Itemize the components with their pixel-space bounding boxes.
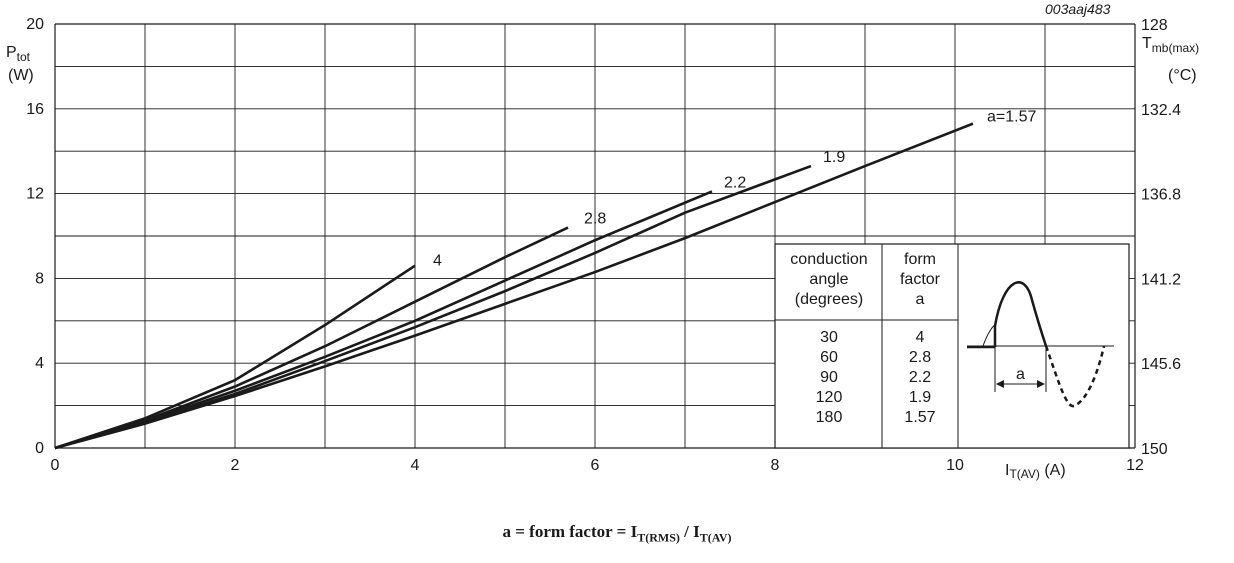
y-right-axis-unit: (°C) — [1168, 67, 1197, 84]
table-cell: 2.8 — [909, 349, 931, 366]
y-right-tick-label: 136.8 — [1141, 187, 1181, 204]
y-left-axis-unit: (W) — [8, 67, 34, 84]
table-header-text: angle — [809, 271, 848, 288]
tick-labels: 0 2 4 6 8 10 12048121620150145.6141.2136.8132.… — [26, 16, 1181, 474]
formula-num: I — [630, 522, 638, 541]
x-tick-label: 0 — [51, 457, 60, 474]
waveform-positive-half — [993, 281, 1048, 347]
series-labels: 4 2.8 2.2 1.9 a=1.57 — [433, 109, 1036, 270]
y-left-axis-label: Ptot — [6, 44, 31, 64]
figure-code: 003aaj483 — [1045, 1, 1111, 17]
waveform-arrow-right-head — [1037, 380, 1045, 388]
series-label: 4 — [433, 253, 442, 270]
series-line — [54, 190, 713, 450]
table-header-text: factor — [900, 271, 941, 288]
table-cell: 2.2 — [909, 369, 931, 386]
x-tick-label: 12 — [1126, 457, 1144, 474]
x-tick-label: 2 — [231, 457, 240, 474]
inset-text: conduction angle (degrees) form factor a 30 4 60… — [790, 251, 940, 426]
table-header-text: a — [916, 291, 925, 308]
y-right-tick-label: 132.4 — [1141, 102, 1181, 119]
table-cell: 30 — [820, 329, 838, 346]
series-line — [54, 264, 416, 450]
formula-sep: / — [679, 522, 694, 541]
y-right-tick-label: 150 — [1141, 441, 1168, 458]
waveform-diagram — [967, 281, 1114, 408]
x-tick-label: 4 — [411, 457, 420, 474]
y-right-tick-label: 128 — [1141, 17, 1168, 34]
waveform-negative-half — [1044, 345, 1106, 408]
y-left-tick-label: 16 — [26, 101, 44, 118]
table-header-text: conduction — [790, 251, 867, 268]
series-label: a=1.57 — [987, 109, 1036, 126]
table-cell: 60 — [820, 349, 838, 366]
table-cell: 90 — [820, 369, 838, 386]
y-left-tick-label: 12 — [26, 186, 44, 203]
table-header-text: (degrees) — [795, 291, 863, 308]
series-line — [54, 164, 812, 450]
y-right-tick-label: 141.2 — [1141, 271, 1181, 288]
y-left-tick-label: 20 — [26, 16, 44, 33]
formula-num-sub: T(RMS) — [637, 530, 680, 545]
table-cell: 1.57 — [904, 409, 935, 426]
table-cell: 4 — [916, 329, 925, 346]
waveform-label: a — [1016, 366, 1025, 383]
series-label: 2.8 — [584, 211, 606, 228]
series-group — [54, 122, 974, 450]
y-left-tick-label: 8 — [35, 270, 44, 287]
formula-den: I — [693, 522, 700, 541]
table-header-text: form — [904, 251, 936, 268]
x-axis-label: IT(AV) (A) — [1005, 462, 1066, 481]
table-cell: 180 — [816, 409, 843, 426]
y-right-tick-label: 145.6 — [1141, 356, 1181, 373]
y-left-tick-label: 0 — [35, 440, 44, 457]
series-line — [54, 122, 974, 450]
formula-caption: a = form factor = IT(RMS) / IT(AV) — [0, 522, 1234, 545]
y-right-axis-label: Tmb(max) — [1142, 35, 1199, 55]
series-label: 2.2 — [724, 174, 746, 191]
waveform-arrow-left-head — [996, 380, 1004, 388]
table-cell: 120 — [816, 389, 843, 406]
series-line — [54, 226, 569, 450]
formula-den-sub: T(AV) — [699, 530, 732, 545]
y-left-tick-label: 4 — [35, 355, 44, 372]
formula-lhs: a = form factor = — [502, 522, 631, 541]
x-tick-label: 8 — [771, 457, 780, 474]
x-tick-label: 6 — [591, 457, 600, 474]
series-label: 1.9 — [823, 149, 845, 166]
x-tick-label: 10 — [946, 457, 964, 474]
table-cell: 1.9 — [909, 389, 931, 406]
inset-table: conduction angle (degrees) form factor a 30 4 60… — [774, 243, 1130, 449]
